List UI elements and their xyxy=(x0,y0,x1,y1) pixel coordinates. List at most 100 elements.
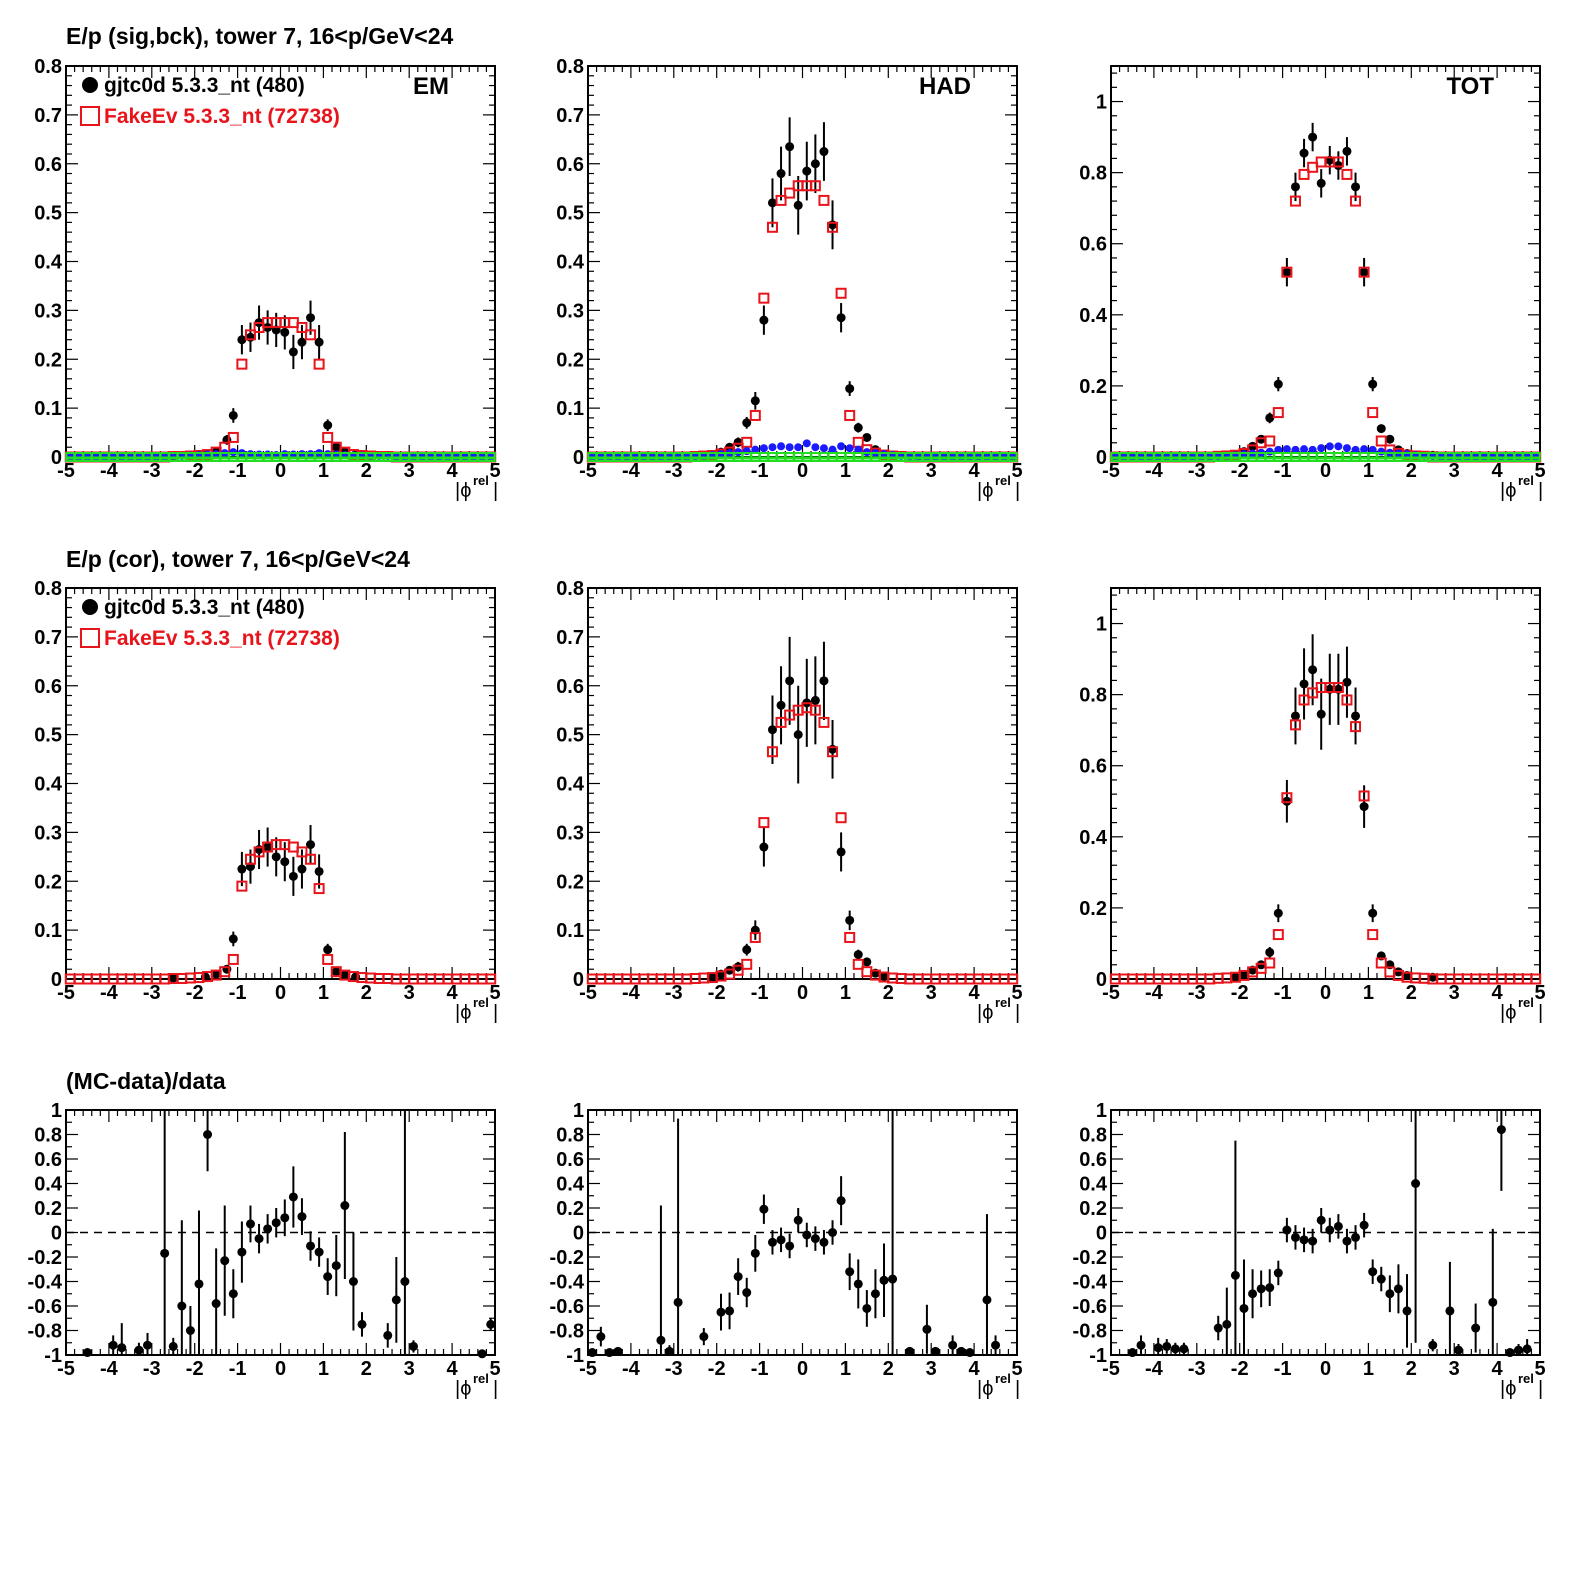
x-axis-label: |ϕ xyxy=(1500,1002,1516,1024)
y-tick-label: 0.2 xyxy=(34,349,62,371)
x-tick-label: 3 xyxy=(1449,1358,1460,1380)
y-tick-label: 0.7 xyxy=(556,627,584,649)
mc-marker xyxy=(296,846,308,858)
data-marker xyxy=(194,1279,204,1289)
x-tick-label: -1 xyxy=(229,460,247,482)
data-marker xyxy=(340,1201,350,1211)
data-marker xyxy=(1316,178,1326,188)
x-tick-label: 0 xyxy=(275,1358,286,1380)
x-axis-label-close: | xyxy=(1538,1378,1543,1400)
data-marker xyxy=(1162,1341,1172,1351)
x-tick-label: 5 xyxy=(1534,1358,1545,1380)
data-marker xyxy=(297,337,307,347)
mc-marker xyxy=(758,292,770,304)
data-marker xyxy=(160,1248,170,1258)
x-tick-label: 5 xyxy=(1534,460,1545,482)
data-marker xyxy=(271,1218,281,1228)
y-tick-label: 0.8 xyxy=(556,56,584,78)
mc-marker xyxy=(784,187,796,199)
x-tick-label: -4 xyxy=(1145,982,1164,1004)
data-marker xyxy=(767,1237,777,1247)
data-marker xyxy=(331,442,341,452)
data-marker xyxy=(604,1348,614,1358)
background-marker xyxy=(1342,444,1351,453)
data-marker xyxy=(168,1341,178,1351)
mc-marker xyxy=(1350,195,1362,207)
background-marker xyxy=(1325,442,1334,451)
data-marker xyxy=(810,1234,820,1244)
x-axis-label-close: | xyxy=(493,480,498,502)
data-marker xyxy=(134,1345,144,1355)
x-tick-label: 0 xyxy=(275,982,286,1004)
legend-mc-label: FakeEv 5.3.3_nt (72738) xyxy=(104,627,340,650)
mc-marker xyxy=(1272,407,1284,419)
x-tick-label: 1 xyxy=(318,982,329,1004)
plot-frame xyxy=(587,587,1018,980)
y-tick-label: -1 xyxy=(44,1345,62,1367)
data-marker xyxy=(776,1235,786,1245)
data-marker xyxy=(306,840,316,850)
data-marker xyxy=(1299,148,1309,158)
data-marker xyxy=(613,1346,623,1356)
data-marker xyxy=(1179,1344,1189,1354)
x-axis-label: |ϕ xyxy=(455,480,471,502)
legend-data-marker xyxy=(82,77,98,93)
y-tick-label: -0.6 xyxy=(28,1296,62,1318)
data-marker xyxy=(750,396,760,406)
data-marker xyxy=(1359,1220,1369,1230)
data-marker xyxy=(1514,1345,1524,1355)
background-marker xyxy=(768,443,777,452)
background-marker xyxy=(785,443,794,452)
background-marker xyxy=(1317,444,1326,453)
mc-marker xyxy=(1375,435,1387,447)
x-tick-label: -3 xyxy=(665,1358,683,1380)
panel-cor-tot: -5 -4 -3 -2 -1 0 1 2 3 4 5 |ϕ rel | 0 0.2 0.4 0.6 0.8 1 xyxy=(1079,587,1546,1024)
mc-marker xyxy=(1332,156,1344,168)
x-axis-label-sup: rel xyxy=(473,995,489,1010)
legend-data-label: gjtc0d 5.3.3_nt (480) xyxy=(104,74,305,97)
data-marker xyxy=(1393,1284,1403,1294)
mc-marker xyxy=(305,329,317,341)
panel-ratio-had: -5 -4 -3 -2 -1 0 1 2 3 4 5|ϕ rel |-1-0.8-0.6-0.4-0.2… xyxy=(550,1100,1023,1400)
data-marker xyxy=(1290,711,1300,721)
data-marker xyxy=(656,1335,666,1345)
mc-marker xyxy=(1289,195,1301,207)
mc-marker xyxy=(322,953,334,965)
y-tick-label: 1 xyxy=(1096,1100,1107,1122)
data-marker xyxy=(785,1241,795,1251)
mc-marker xyxy=(835,812,847,824)
panel-cor-had: -5 -4 -3 -2 -1 0 1 2 3 4 5 |ϕ rel | 0 0.1 0.2 0.3 0.4 0.5 0.… xyxy=(556,578,1022,1024)
x-axis-label-close: | xyxy=(493,1002,498,1024)
x-tick-label: 4 xyxy=(969,982,981,1004)
x-axis-label: |ϕ xyxy=(455,1002,471,1024)
x-tick-label: -1 xyxy=(1274,1358,1292,1380)
data-marker xyxy=(793,200,803,210)
mc-marker xyxy=(322,431,334,443)
data-marker xyxy=(845,1267,855,1277)
x-tick-label: -4 xyxy=(1145,460,1164,482)
background-marker xyxy=(1265,447,1274,456)
x-tick-label: -2 xyxy=(186,1358,204,1380)
data-marker xyxy=(1368,379,1378,389)
y-tick-label: 0 xyxy=(51,447,62,469)
y-tick-label: 1 xyxy=(1096,92,1107,114)
legend-data-label: gjtc0d 5.3.3_nt (480) xyxy=(104,596,305,619)
data-marker xyxy=(802,1230,812,1240)
y-tick-label: 0.6 xyxy=(34,154,62,176)
x-tick-label: 1 xyxy=(318,460,329,482)
data-marker xyxy=(1411,1179,1421,1188)
data-marker xyxy=(948,1340,958,1350)
plot-frame xyxy=(587,65,1018,458)
x-axis-label: |ϕ xyxy=(977,480,993,502)
data-marker xyxy=(1213,1323,1223,1333)
mc-marker xyxy=(749,409,761,421)
y-tick-label: 0 xyxy=(573,447,584,469)
y-tick-label: 0.2 xyxy=(1079,376,1107,398)
data-marker xyxy=(263,842,273,852)
data-marker xyxy=(1222,1319,1232,1329)
mc-marker xyxy=(732,964,744,976)
data-marker xyxy=(245,332,255,342)
data-marker xyxy=(836,313,846,323)
data-marker xyxy=(853,423,863,433)
